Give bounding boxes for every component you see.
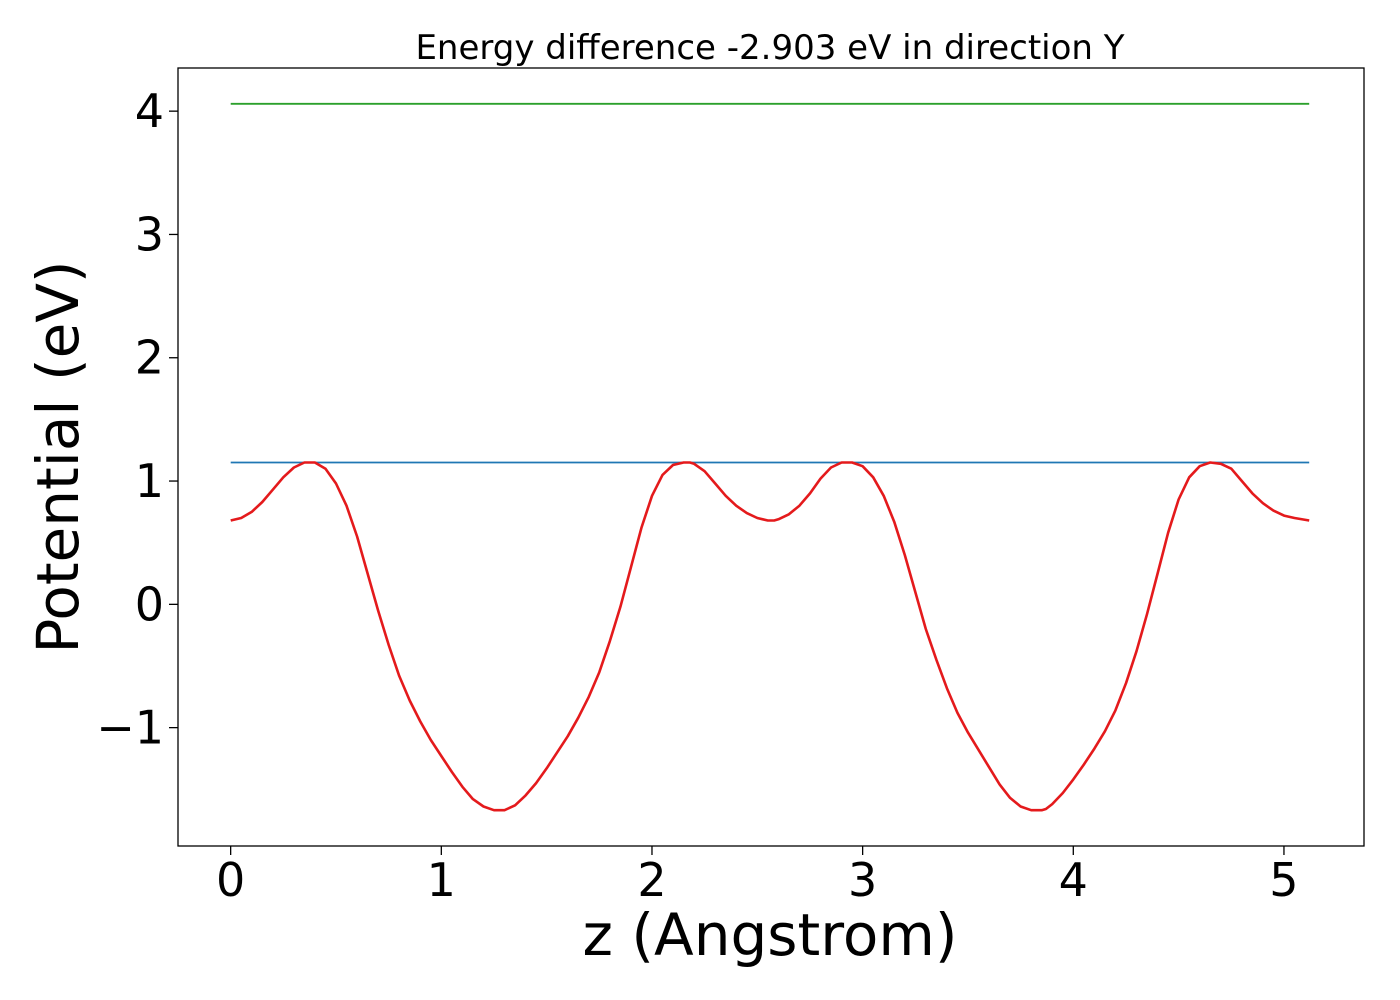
series-layer xyxy=(230,102,1310,812)
y-axis-label: Potential (eV) xyxy=(24,260,92,653)
x-tick-label: 1 xyxy=(427,853,456,907)
y-tick-label: 3 xyxy=(135,207,164,261)
x-axis-ticks: 0 1 2 3 4 5 xyxy=(216,846,1299,907)
x-tick-label: 0 xyxy=(216,853,245,907)
y-axis-ticks: −1 0 1 2 3 4 xyxy=(96,84,178,755)
y-tick-label: 0 xyxy=(135,577,164,631)
y-tick-label: −1 xyxy=(96,701,164,755)
x-tick-label: 5 xyxy=(1269,853,1298,907)
x-axis-label: z (Angstrom) xyxy=(583,901,958,969)
chart-title: Energy difference -2.903 eV in direction… xyxy=(415,28,1124,68)
plot-area-frame xyxy=(177,67,1365,847)
y-tick-label: 1 xyxy=(135,454,164,508)
x-tick-label: 2 xyxy=(637,853,666,907)
x-tick-label: 4 xyxy=(1059,853,1088,907)
y-tick-label: 2 xyxy=(135,331,164,385)
y-tick-label: 4 xyxy=(135,84,164,138)
series-line-2 xyxy=(230,461,1310,812)
x-tick-label: 3 xyxy=(848,853,877,907)
